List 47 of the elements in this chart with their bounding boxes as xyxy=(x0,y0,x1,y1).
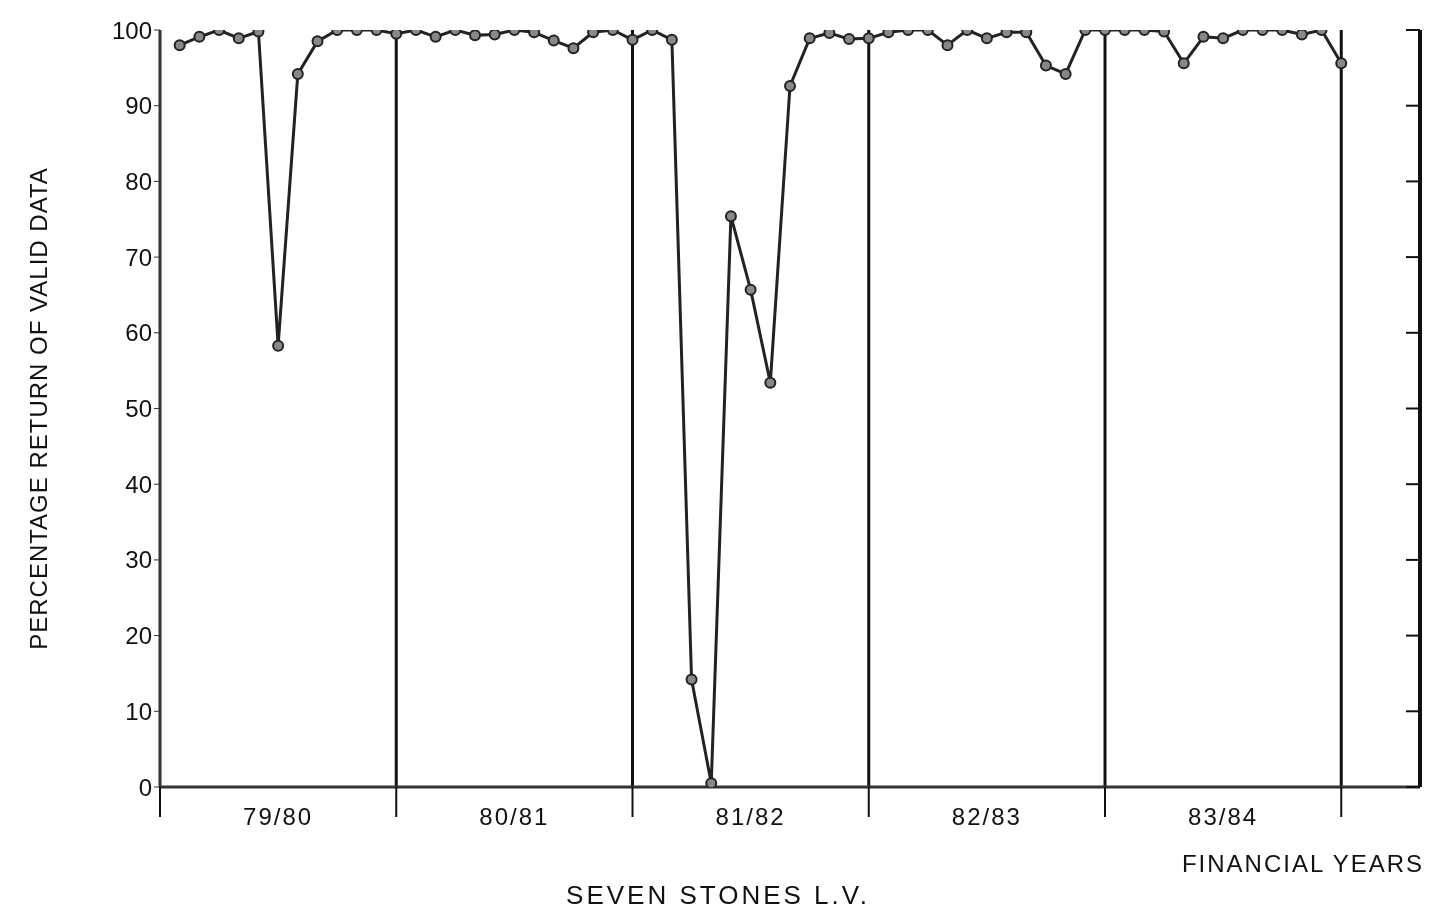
point xyxy=(685,673,698,686)
y-axis-title: PERCENTAGE RETURN OF VALID DATA xyxy=(24,167,52,650)
point xyxy=(941,39,954,52)
point xyxy=(232,32,245,45)
x-axis-title: FINANCIAL YEARS xyxy=(1181,850,1424,878)
point xyxy=(724,210,737,223)
point xyxy=(705,777,718,787)
point xyxy=(567,42,580,55)
point xyxy=(311,35,324,48)
point xyxy=(1217,32,1230,45)
y-tick-label: 60 xyxy=(125,319,152,347)
y-tick-label: 20 xyxy=(125,622,152,650)
y-tick-label: 50 xyxy=(125,395,152,423)
point xyxy=(1059,67,1072,80)
point xyxy=(744,283,757,296)
point xyxy=(784,80,796,93)
point xyxy=(1177,57,1190,70)
point xyxy=(843,33,856,46)
point xyxy=(980,32,993,45)
text: SEVEN STONES L.V. xyxy=(565,880,871,911)
point xyxy=(764,376,777,389)
x-tick-label: 82/83 xyxy=(951,803,1022,830)
point xyxy=(291,67,304,80)
y-tick-label: 10 xyxy=(125,697,152,725)
point xyxy=(1335,57,1348,70)
point xyxy=(390,30,403,40)
point xyxy=(1039,59,1052,72)
point xyxy=(862,32,875,45)
x-tick-label: 83/84 xyxy=(1188,803,1259,830)
point xyxy=(1295,30,1308,41)
point xyxy=(173,39,186,52)
point xyxy=(547,34,560,47)
y-tick-label: 80 xyxy=(125,167,152,195)
point xyxy=(469,30,481,42)
point xyxy=(803,32,816,45)
point xyxy=(823,30,836,40)
point xyxy=(272,339,285,352)
x-tick-label: 81/82 xyxy=(715,803,786,830)
y-tick-label: 100 xyxy=(111,16,152,44)
y-tick-label: 90 xyxy=(125,92,152,120)
y-tick-label: 0 xyxy=(138,773,152,801)
y-tick-label: 70 xyxy=(125,243,152,271)
x-tick-label: 79/80 xyxy=(243,803,314,830)
point xyxy=(488,30,501,41)
x-tick-label: 80/81 xyxy=(479,803,550,830)
y-tick-label: 30 xyxy=(125,546,152,574)
y-tick-label: 40 xyxy=(125,470,152,498)
